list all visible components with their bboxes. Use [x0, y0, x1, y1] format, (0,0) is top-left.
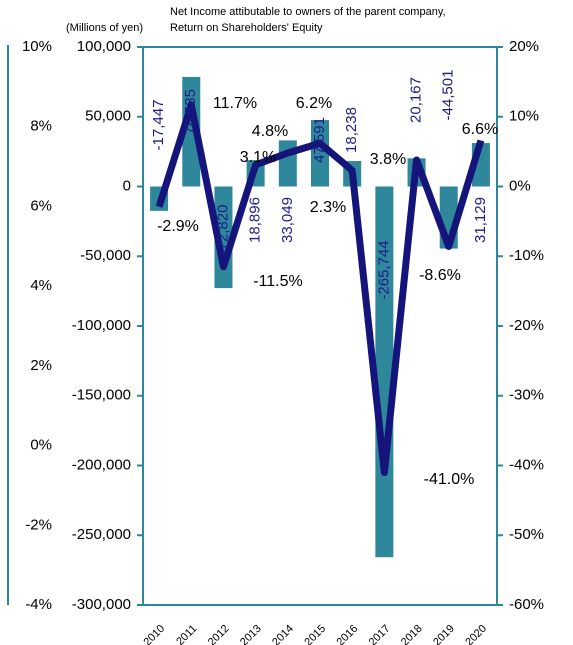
- side-tick-label: -4%: [25, 596, 52, 613]
- y2-tick-label: -10%: [509, 247, 544, 264]
- x-tick-label: 2014: [270, 623, 296, 645]
- y2-tick-label: -40%: [509, 456, 544, 473]
- side-tick-label: 8%: [30, 118, 52, 135]
- line-value-label: 11.7%: [213, 95, 257, 112]
- legend-line: Return on Shareholders' Equity: [170, 22, 323, 34]
- x-tick-label: 2017: [367, 623, 393, 645]
- x-tick-label: 2018: [399, 623, 425, 645]
- side-tick-label: -2%: [25, 516, 52, 533]
- side-tick-label: 4%: [30, 277, 52, 294]
- line-value-label: -11.5%: [253, 273, 303, 290]
- bar-value-label: 18,896: [247, 197, 264, 243]
- line-value-label: 3.1%: [240, 149, 276, 166]
- line-value-label: 6.2%: [296, 95, 332, 112]
- y2-tick-label: -50%: [509, 526, 544, 543]
- x-tick-label: 2020: [463, 623, 489, 645]
- y-tick-label: -50,000: [80, 247, 131, 264]
- bar-value-label: 20,167: [408, 77, 425, 123]
- x-tick-label: 2012: [206, 623, 232, 645]
- side-tick-label: 6%: [30, 197, 52, 214]
- y2-tick-label: 20%: [509, 38, 539, 55]
- x-tick-label: 2015: [302, 623, 328, 645]
- bar: [278, 140, 297, 187]
- side-tick-label: 0%: [30, 437, 52, 454]
- y2-tick-label: -20%: [509, 317, 544, 334]
- roe-line: [155, 101, 485, 476]
- line-value-label: 6.6%: [462, 121, 498, 138]
- unit-label: (Millions of yen): [66, 22, 143, 34]
- y-tick-label: -150,000: [72, 387, 131, 404]
- bar-value-label: 33,049: [279, 197, 296, 243]
- x-tick-label: 2011: [174, 623, 199, 645]
- bar-value-label: -44,501: [440, 70, 457, 121]
- line-value-label: 2.3%: [310, 199, 346, 216]
- y2-tick-label: -60%: [509, 596, 544, 613]
- y2-tick-label: 0%: [509, 177, 531, 194]
- bar: [182, 76, 201, 187]
- y-tick-label: -300,000: [72, 596, 131, 613]
- x-tick-label: 2016: [335, 623, 361, 645]
- bar-value-label: 47,591: [311, 117, 328, 163]
- line-value-label: 4.8%: [252, 123, 288, 140]
- bar: [375, 186, 394, 558]
- line-value-label: -8.6%: [419, 267, 461, 284]
- y2-tick-label: -30%: [509, 387, 544, 404]
- line-value-label: -2.9%: [157, 218, 199, 235]
- y-tick-label: 100,000: [77, 38, 131, 55]
- x-tick-label: 2013: [238, 623, 264, 645]
- bar-value-label: 78,535: [182, 89, 199, 135]
- bar-value-label: 31,129: [472, 197, 489, 243]
- bar-value-label: -265,744: [375, 240, 392, 299]
- bar-value-label: -72,820: [214, 205, 231, 256]
- side-tick-label: 10%: [22, 38, 52, 55]
- line-value-label: 3.8%: [370, 151, 406, 168]
- bar-value-label: 18,238: [343, 107, 360, 153]
- y-tick-label: -200,000: [72, 456, 131, 473]
- bar-value-label: -17,447: [150, 100, 167, 151]
- bar: [311, 120, 329, 187]
- side-tick-label: 2%: [30, 357, 52, 374]
- y-tick-label: 0: [123, 177, 131, 194]
- y-tick-label: 50,000: [85, 108, 131, 125]
- x-tick-label: 2010: [141, 623, 167, 645]
- line-value-label: -41.0%: [424, 471, 475, 488]
- y-tick-label: -100,000: [72, 317, 131, 334]
- y-tick-label: -250,000: [72, 526, 131, 543]
- y2-tick-label: 10%: [509, 108, 539, 125]
- legend-bar: Net Income attibutable to owners of the …: [170, 6, 446, 18]
- x-tick-label: 2019: [431, 623, 457, 645]
